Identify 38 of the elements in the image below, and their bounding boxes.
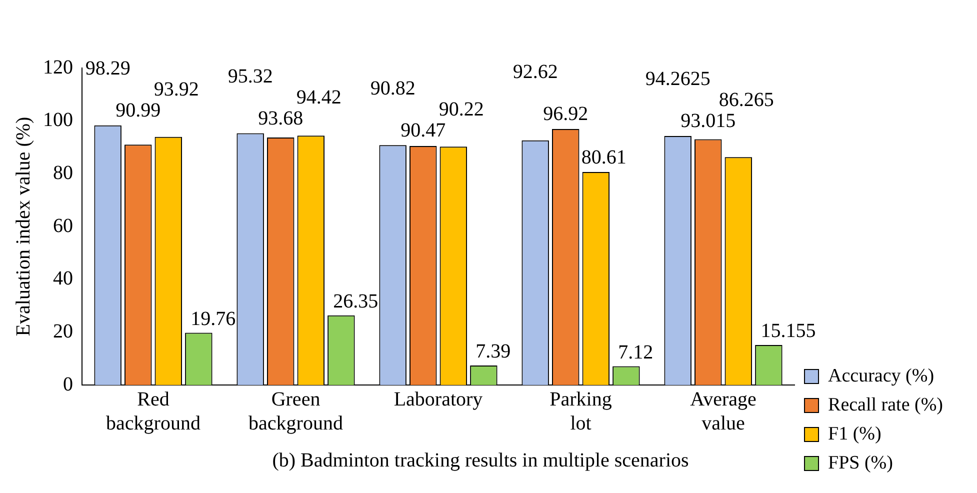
y-tick-label: 80 [53,162,73,184]
data-label: 98.29 [85,58,130,80]
data-label: 94.42 [296,86,342,108]
data-label: 93.92 [154,78,199,101]
y-tick-label: 40 [53,268,73,290]
y-tick-label: 20 [53,320,73,342]
data-label: 19.76 [190,308,236,330]
data-label: 26.35 [333,290,378,313]
y-tick-label: 120 [43,56,73,78]
data-label: 93.015 [680,110,736,132]
data-label: 7.39 [476,340,511,363]
x-tick-label: Green background [248,388,343,434]
data-label: 90.47 [400,119,446,142]
legend-label: F1 (%) [828,423,882,444]
data-label: 90.82 [370,77,416,100]
legend-label: Accuracy (%) [828,365,934,386]
data-label: 80.61 [581,146,626,168]
legend-label: Recall rate (%) [828,394,943,416]
text: (b) Badminton tracking results in multiple scenarios [272,449,689,472]
data-label: 95.32 [228,65,273,88]
x-tick-label: Average value [690,388,757,434]
data-label: 93.68 [258,107,304,130]
y-axis-title: Evaluation index value (%) [12,116,34,336]
data-label: 86.265 [718,89,774,112]
data-label: 96.92 [543,103,588,126]
data-label: 7.12 [618,341,654,364]
data-label: 15.155 [760,320,816,342]
y-tick-label: 60 [53,214,73,237]
x-tick-label: Red background [106,388,200,434]
x-tick-label: Laboratory [394,388,483,410]
data-label: 90.99 [116,100,161,122]
y-tick-label: 0 [63,373,73,396]
data-label: 90.22 [438,98,484,120]
y-tick-label: 100 [43,109,73,132]
legend-label: FPS (%) [828,452,893,474]
data-label: 94.2625 [645,68,710,90]
x-tick-label: Parking lot [550,388,612,434]
data-label: 92.62 [512,61,558,84]
